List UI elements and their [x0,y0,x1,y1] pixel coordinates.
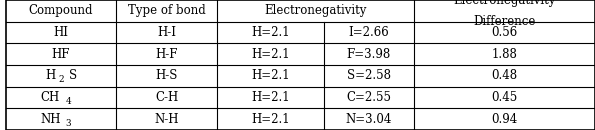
Text: H=2.1: H=2.1 [252,26,290,39]
Text: N-H: N-H [154,113,179,126]
Text: Electronegativity: Electronegativity [264,4,367,17]
Text: HI: HI [54,26,68,39]
Text: Difference: Difference [473,15,536,28]
Text: Electronegativity: Electronegativity [453,0,556,7]
Text: 0.45: 0.45 [491,91,518,104]
Text: H: H [45,69,55,82]
Text: HF: HF [52,48,70,61]
Text: 3: 3 [66,119,71,128]
Text: S: S [69,69,77,82]
Text: S=2.58: S=2.58 [347,69,391,82]
Text: H=2.1: H=2.1 [252,69,290,82]
Text: H=2.1: H=2.1 [252,91,290,104]
Text: H=2.1: H=2.1 [252,113,290,126]
Text: H=2.1: H=2.1 [252,48,290,61]
Text: CH: CH [40,91,60,104]
Text: Type of bond: Type of bond [128,4,205,17]
Text: NH: NH [40,113,61,126]
Text: F=3.98: F=3.98 [347,48,391,61]
Text: 0.56: 0.56 [491,26,518,39]
Text: C=2.55: C=2.55 [346,91,392,104]
Text: 4: 4 [66,97,71,106]
Text: 0.94: 0.94 [491,113,518,126]
Text: C-H: C-H [155,91,178,104]
Text: Compound: Compound [29,4,93,17]
Text: 1.88: 1.88 [491,48,517,61]
Text: H-F: H-F [155,48,178,61]
Text: I=2.66: I=2.66 [349,26,389,39]
Text: 2: 2 [58,75,64,84]
Text: H-S: H-S [155,69,178,82]
Text: H-I: H-I [157,26,176,39]
Text: 0.48: 0.48 [491,69,517,82]
Text: N=3.04: N=3.04 [346,113,392,126]
